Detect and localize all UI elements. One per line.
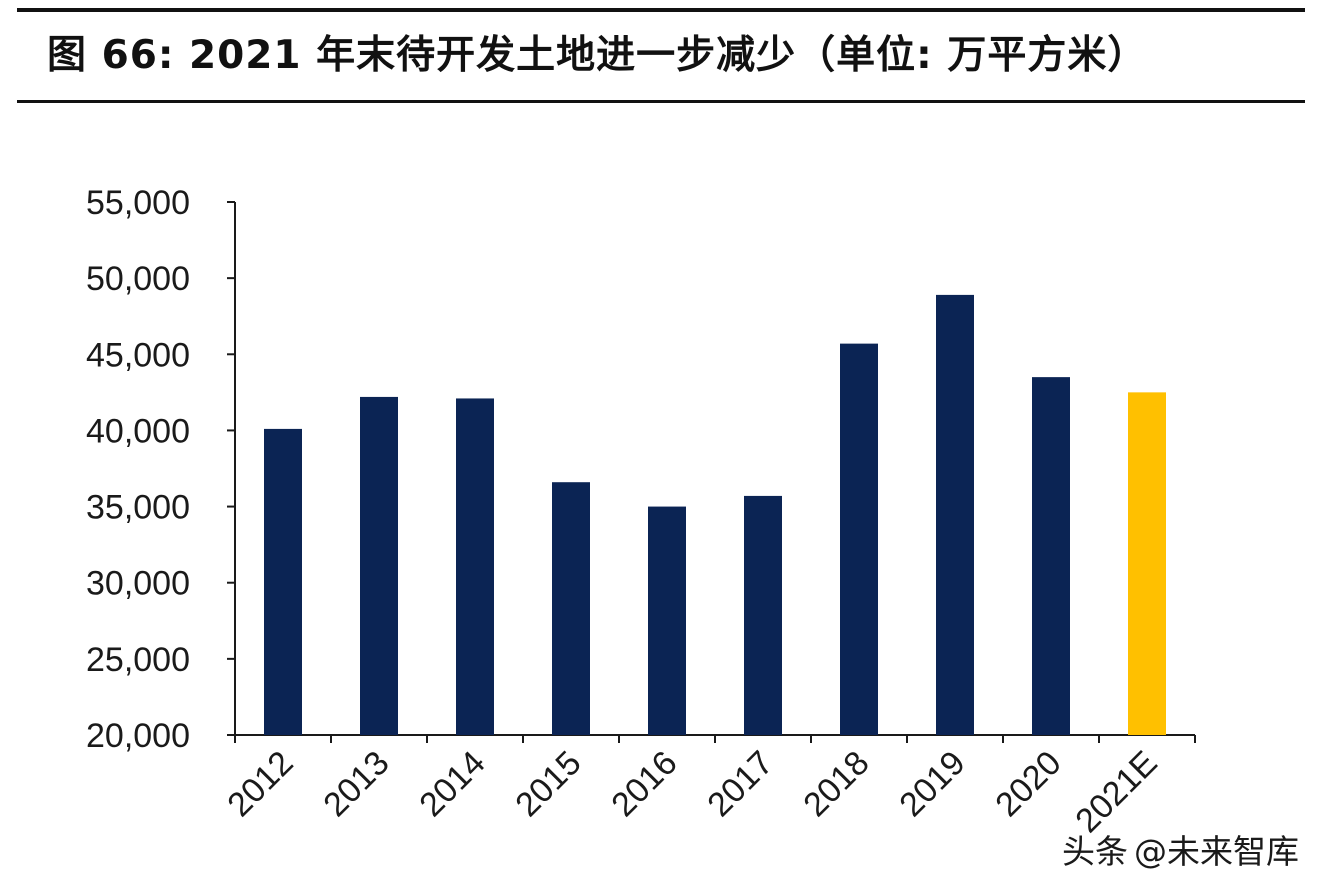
- x-tick-label: 2018: [796, 744, 876, 824]
- plot-area: 20,000 25,000 30,000 35,000 40,000 45,000 50,0…: [86, 184, 1196, 840]
- y-tick-label: 30,000: [86, 565, 190, 603]
- x-tick-label: 2019: [892, 744, 972, 824]
- x-tick-label: 2020: [988, 744, 1068, 824]
- bar-estimate: [1128, 392, 1166, 735]
- x-tick-label: 2012: [220, 744, 300, 824]
- chart-title: 图 66: 2021 年末待开发土地进一步减少（单位: 万平方米）: [47, 33, 1148, 78]
- x-tick-label: 2017: [700, 744, 780, 824]
- y-tick-label: 20,000: [86, 717, 190, 755]
- x-tick-label: 2016: [604, 744, 684, 824]
- x-tick-label: 2013: [316, 744, 396, 824]
- y-tick-label: 25,000: [86, 641, 190, 679]
- bar: [264, 428, 302, 735]
- y-tick-label: 50,000: [86, 260, 190, 298]
- bar: [840, 343, 878, 735]
- y-tick-label: 45,000: [86, 336, 190, 374]
- bar: [1032, 377, 1070, 735]
- x-tick-label: 2021E: [1068, 744, 1164, 840]
- y-tick-label: 35,000: [86, 489, 190, 527]
- watermark: 头条 @未来智库: [1062, 830, 1299, 874]
- watermark-handle: @未来智库: [1134, 832, 1299, 871]
- bar: [648, 506, 686, 735]
- x-tick-label: 2014: [412, 744, 492, 824]
- bar: [360, 396, 398, 735]
- y-tick-label: 55,000: [86, 184, 190, 222]
- x-tick-label: 2015: [508, 744, 588, 824]
- top-rule: [17, 8, 1305, 12]
- bar: [552, 482, 590, 735]
- y-tick-label: 40,000: [86, 412, 190, 450]
- bar: [936, 294, 974, 735]
- watermark-platform: 头条: [1062, 832, 1128, 871]
- title-underline: [17, 100, 1305, 103]
- bar: [456, 398, 494, 735]
- bar: [744, 495, 782, 735]
